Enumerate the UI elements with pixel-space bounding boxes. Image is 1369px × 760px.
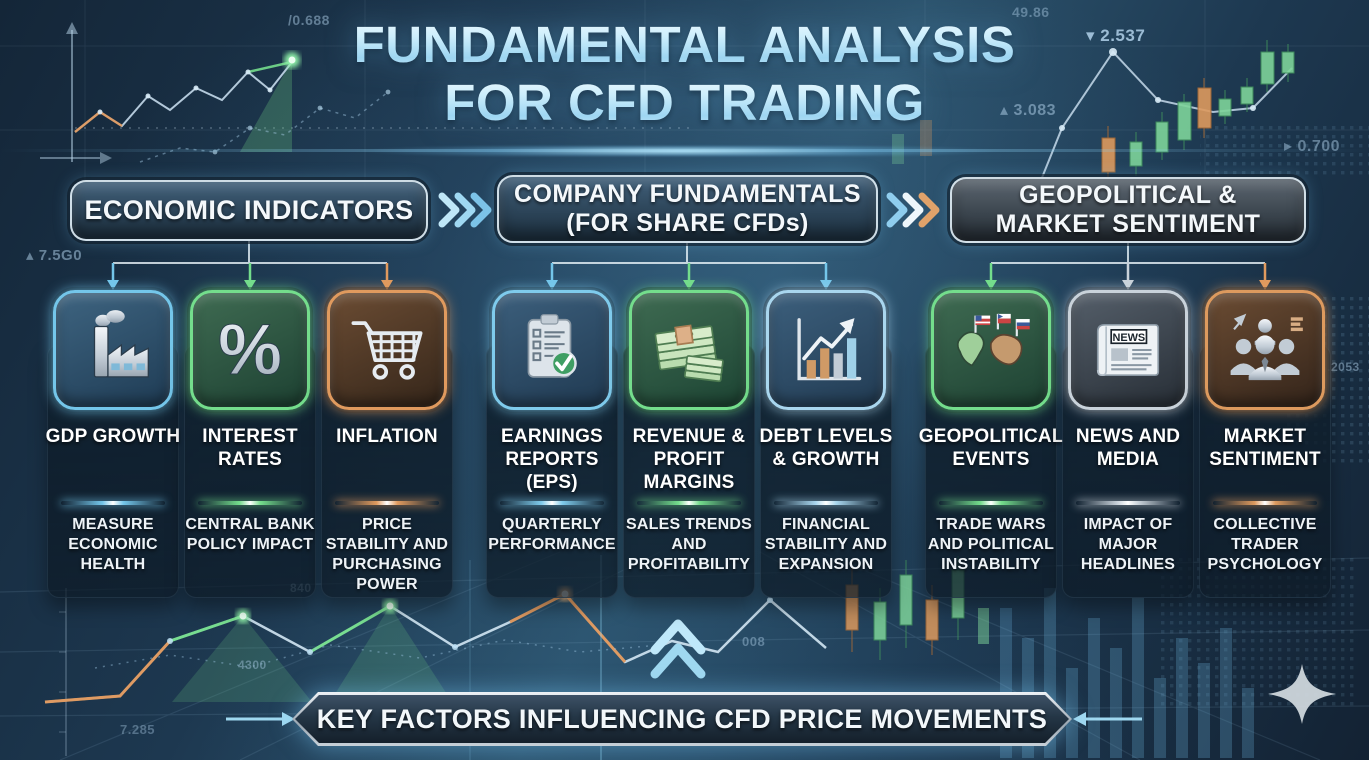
- flow-header-label: (FOR SHARE CFDs): [566, 209, 809, 237]
- card-title: INFLATION: [336, 426, 438, 447]
- triple-chevron-right-icon: [886, 192, 940, 228]
- top-right-candlestick-chart: [892, 40, 1295, 196]
- price-label: ▾ 2.537: [1086, 26, 1145, 46]
- triple-chevron-right-icon: [438, 192, 492, 228]
- banner-label: KEY FACTORS INFLUENCING CFD PRICE MOVEME…: [316, 703, 1048, 734]
- card-gdp-growth: GDP GROWTH MEASURE ECONOMIC HEALTH: [45, 290, 181, 598]
- flow-header-company-fundamentals: COMPANY FUNDAMENTALS (FOR SHARE CFDs): [497, 175, 878, 243]
- card-divider: [939, 501, 1043, 505]
- card-tile: [1205, 290, 1325, 410]
- shopping-cart-icon: [351, 321, 423, 380]
- card-divider: [637, 501, 741, 505]
- arrow-right-icon: [282, 712, 295, 726]
- card-market-sentiment: MARKET SENTIMENT COLLECTIVE TRADER PSYCH…: [1197, 290, 1333, 598]
- card-revenue-profit-margins: REVENUE & PROFIT MARGINS SALES TRENDS AN…: [621, 290, 757, 598]
- card-subtitle: COLLECTIVE TRADER PSYCHOLOGY: [1207, 516, 1323, 573]
- money-stack-icon: [654, 324, 724, 383]
- card-geopolitical-events: GEOPOLITICAL EVENTS TRADE WARS AND POLIT…: [919, 290, 1063, 598]
- page-title: FUNDAMENTAL ANALYSIS FOR CFD TRADING: [0, 16, 1369, 132]
- city-dots: [1200, 126, 1369, 176]
- price-label: 008: [742, 634, 766, 649]
- key-factors-banner: KEY FACTORS INFLUENCING CFD PRICE MOVEME…: [292, 692, 1072, 746]
- card-divider: [1076, 501, 1180, 505]
- percent-icon: %: [218, 309, 283, 390]
- card-title: DEBT LEVELS & GROWTH: [759, 426, 893, 470]
- banner-arrows: [226, 712, 1142, 726]
- card-subtitle: QUARTERLY PERFORMANCE: [488, 516, 616, 553]
- card-inflation: INFLATION PRICE STABILITY AND PURCHASING…: [319, 290, 455, 598]
- candles: [1101, 40, 1295, 182]
- card-subtitle: CENTRAL BANK POLICY IMPACT: [185, 516, 315, 553]
- earnings-report-icon: [527, 314, 577, 378]
- card-title: INTEREST RATES: [202, 426, 298, 470]
- card-tile: NEWS: [1068, 290, 1188, 410]
- card-divider: [774, 501, 878, 505]
- flow-header-economic-indicators: ECONOMIC INDICATORS: [70, 180, 428, 241]
- price-label: ▸ 0.700: [1284, 138, 1341, 155]
- price-label: 4300: [238, 658, 267, 672]
- arrow-left-icon: [1073, 712, 1086, 726]
- card-subtitle: TRADE WARS AND POLITICAL INSTABILITY: [927, 516, 1055, 573]
- card-earnings-reports: EARNINGS REPORTS (EPS) QUARTERLY PERFORM…: [484, 290, 620, 598]
- flow-header-geopolitical-sentiment: GEOPOLITICAL & MARKET SENTIMENT: [950, 177, 1306, 243]
- card-tile: [492, 290, 612, 410]
- card-divider: [1213, 501, 1317, 505]
- people-icon: [1230, 313, 1303, 381]
- price-label: 7.285: [120, 722, 156, 737]
- card-title: MARKET SENTIMENT: [1209, 426, 1321, 470]
- card-subtitle: FINANCIAL STABILITY AND EXPANSION: [764, 516, 888, 573]
- card-tile: [53, 290, 173, 410]
- card-title: GDP GROWTH: [45, 426, 181, 447]
- price-label: 49.86: [1012, 4, 1050, 20]
- card-subtitle: PRICE STABILITY AND PURCHASING POWER: [325, 516, 449, 593]
- bar-chart-icon: [797, 318, 862, 381]
- card-debt-levels-growth: DEBT LEVELS & GROWTH FINANCIAL STABILITY…: [758, 290, 894, 598]
- percent-glyph: %: [218, 310, 282, 390]
- flow-header-label: MARKET SENTIMENT: [995, 210, 1261, 238]
- card-divider: [500, 501, 604, 505]
- card-tile: [327, 290, 447, 410]
- card-divider: [335, 501, 439, 505]
- card-title: GEOPOLITICAL EVENTS: [918, 426, 1064, 470]
- card-title: REVENUE & PROFIT MARGINS: [632, 426, 746, 493]
- glow-divider: [250, 146, 1110, 156]
- page-title-line2: FOR CFD TRADING: [0, 74, 1369, 132]
- card-subtitle: SALES TRENDS AND PROFITABILITY: [626, 516, 752, 573]
- card-news-and-media: NEWS NEWS AND MEDIA IMPACT OF MAJOR HEAD…: [1060, 290, 1196, 598]
- card-tile: [766, 290, 886, 410]
- banner-body: KEY FACTORS INFLUENCING CFD PRICE MOVEME…: [295, 695, 1069, 743]
- card-tile: [629, 290, 749, 410]
- page-title-line1: FUNDAMENTAL ANALYSIS: [0, 16, 1369, 74]
- sparkle-icon: [1268, 664, 1336, 724]
- price-label: /0.688: [288, 12, 330, 28]
- flow-header-label: COMPANY FUNDAMENTALS: [514, 180, 861, 208]
- card-subtitle: MEASURE ECONOMIC HEALTH: [68, 516, 158, 573]
- card-divider: [198, 501, 302, 505]
- top-left-line-chart: [40, 22, 690, 164]
- news-headline-text: NEWS: [1112, 332, 1145, 344]
- card-title: NEWS AND MEDIA: [1075, 426, 1181, 470]
- card-subtitle: IMPACT OF MAJOR HEADLINES: [1080, 516, 1176, 573]
- price-label: ▴ 3.083: [1000, 100, 1056, 120]
- price-label: ▴ 7.5G0: [26, 247, 83, 264]
- flow-connectors: [107, 241, 1271, 290]
- double-chevron-up-icon: [650, 619, 706, 679]
- newspaper-icon: NEWS: [1096, 323, 1160, 377]
- card-tile: %: [190, 290, 310, 410]
- card-title: EARNINGS REPORTS (EPS): [501, 426, 603, 493]
- flow-header-label: ECONOMIC INDICATORS: [84, 195, 414, 225]
- factory-icon: [93, 310, 149, 378]
- card-interest-rates: % INTEREST RATES CENTRAL BANK POLICY IMP…: [182, 290, 318, 598]
- world-map-icon: [956, 313, 1030, 367]
- card-divider: [61, 501, 165, 505]
- card-tile: [931, 290, 1051, 410]
- flow-header-label: GEOPOLITICAL &: [1019, 181, 1237, 209]
